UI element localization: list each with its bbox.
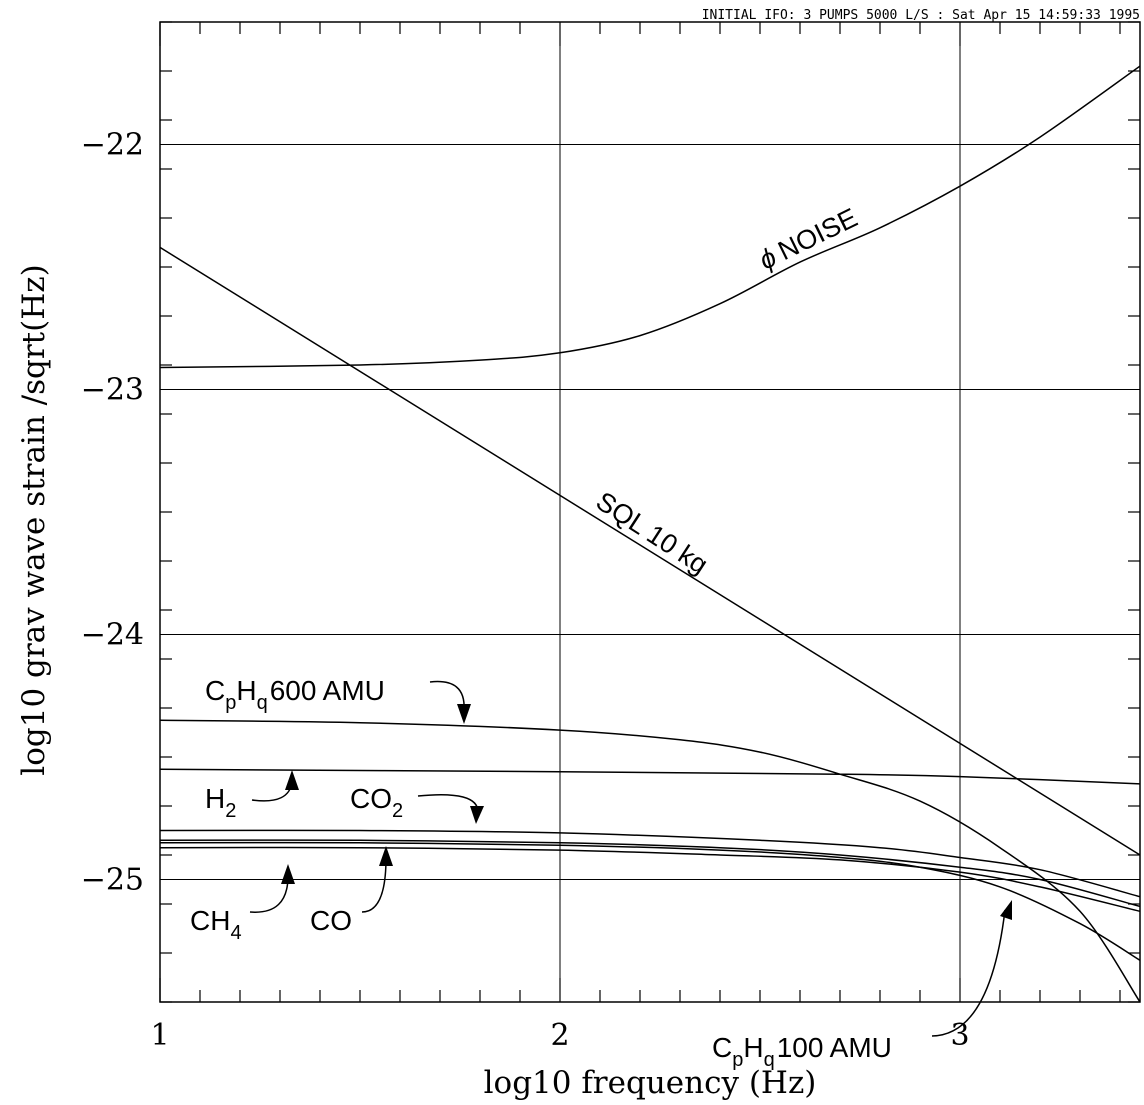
series-ch4 (160, 846, 1140, 913)
x-axis-label: log10 frequency (Hz) (484, 1065, 817, 1101)
series-c600 (160, 719, 1140, 1002)
c100-p: p (732, 1049, 743, 1071)
co2-arrow-line (417, 793, 479, 813)
c100-q: q (764, 1049, 775, 1071)
c600-text: 600 AMU (270, 675, 385, 706)
sql-label: SQL 10 kg (591, 486, 713, 580)
h2-arrowhead (285, 770, 299, 790)
h2-base: H (205, 783, 225, 814)
c600-c: C (205, 675, 225, 706)
series-lines (160, 65, 1140, 1002)
x-tick-label-0: 1 (150, 1018, 169, 1053)
ch4-label: CH4 (190, 905, 242, 944)
grid (159, 22, 1140, 1002)
x-tick-label-1: 2 (550, 1018, 569, 1053)
axis-ticks (159, 21, 1140, 1003)
tick-labels: 1 2 3 −22 −23 −24 −25 (81, 128, 970, 1054)
h2-sub: 2 (225, 800, 236, 822)
co2-label: CO2 (350, 783, 403, 822)
c100-h: H (743, 1032, 763, 1063)
c600-h: H (236, 675, 256, 706)
x-tick-label-2: 3 (950, 1018, 969, 1053)
ch4-sub: 4 (230, 922, 241, 944)
h2-label: H2 (205, 783, 236, 822)
ch4-base: CH (190, 905, 230, 936)
arrow-heads (281, 704, 1012, 920)
c100-label: CpHq100 AMU (712, 1032, 892, 1071)
co-arrow-line (361, 857, 387, 913)
c100-c: C (712, 1032, 732, 1063)
c600-p: p (225, 692, 236, 714)
series-c100 (160, 841, 1140, 961)
h2-arrow-line (251, 780, 293, 802)
c100-arrowhead (1000, 900, 1012, 920)
series-h2 (160, 768, 1140, 785)
chart-title: INITIAL IFO: 3 PUMPS 5000 L/S : Sat Apr … (702, 8, 1140, 23)
series-co (160, 839, 1140, 908)
phi-noise-label: ϕNOISE (754, 202, 862, 275)
series-phi (160, 65, 1140, 369)
c100-arrow-line (931, 909, 1006, 1037)
c100-text: 100 AMU (777, 1032, 892, 1063)
y-tick-label-0: −22 (81, 128, 144, 163)
y-axis-label: log10 grav wave strain /sqrt(Hz) (16, 264, 52, 775)
y-tick-label-2: −24 (81, 618, 144, 653)
y-tick-label-1: −23 (81, 373, 144, 408)
c600-label: CpHq600 AMU (205, 675, 385, 714)
plot-frame (159, 21, 1141, 1003)
co2-arrowhead (470, 806, 484, 824)
co-arrowhead (379, 846, 393, 866)
c600-q: q (257, 692, 268, 714)
phi-noise-text: NOISE (773, 202, 862, 266)
series-sql (160, 246, 1140, 856)
c600-arrowhead (457, 704, 471, 724)
series-co2 (160, 829, 1140, 898)
ch4-arrowhead (281, 864, 295, 884)
y-tick-label-3: −25 (81, 863, 144, 898)
co2-base: CO (350, 783, 392, 814)
co-label: CO (310, 905, 352, 936)
co2-sub: 2 (392, 800, 403, 822)
